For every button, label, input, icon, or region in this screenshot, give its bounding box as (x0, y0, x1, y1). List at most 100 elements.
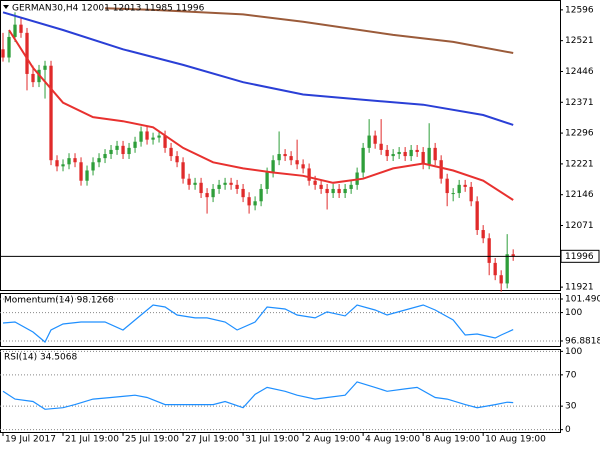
candle-body (325, 188, 329, 194)
y-tick-label: 12521 (565, 36, 594, 46)
y-tick-label: 11921 (565, 283, 594, 293)
candle-body (475, 201, 479, 231)
candle-body (487, 238, 491, 263)
candle-body (109, 149, 113, 155)
candle-body (67, 158, 71, 165)
candle-body (265, 172, 269, 189)
candle-body (175, 156, 179, 163)
candle-body (343, 188, 347, 194)
y-tick-label: 0 (565, 425, 571, 435)
candle-body (13, 24, 17, 37)
x-tick-label: 2 Aug 19:00 (305, 435, 360, 445)
candle-body (271, 160, 275, 173)
candle-body (361, 147, 365, 173)
candle-body (31, 73, 35, 83)
candle-body (505, 254, 509, 284)
candle-body (43, 65, 47, 70)
candle-body (493, 262, 497, 276)
x-tick-label: 10 Aug 19:00 (485, 435, 546, 445)
candle-body (409, 149, 413, 157)
candle-body (451, 193, 455, 195)
x-tick-label: 31 Jul 19:00 (245, 435, 299, 445)
candle-body (25, 32, 29, 74)
candle-body (331, 188, 335, 194)
candle-body (127, 147, 131, 155)
candle-body (91, 162, 95, 171)
candle-body (193, 182, 197, 185)
candle-body (79, 162, 83, 181)
y-tick-label: 12446 (565, 67, 594, 77)
candle-body (289, 156, 293, 161)
candle-body (73, 158, 77, 163)
y-tick-label: 12221 (565, 159, 594, 169)
candle-body (85, 170, 89, 181)
candle-body (415, 149, 419, 152)
y-tick-label: 70 (565, 370, 577, 380)
indicator-line (2, 304, 514, 343)
candle-body (205, 193, 209, 198)
candle-body (217, 184, 221, 189)
y-tick-label: 100 (565, 347, 582, 357)
candle-body (337, 188, 341, 194)
candle-body (469, 186, 473, 202)
price-box (560, 249, 600, 263)
y-tick-label: 12596 (565, 5, 594, 15)
momentum-title: Momentum(14) 98.1268 (4, 296, 114, 306)
candle-body (391, 154, 395, 157)
candle-body (439, 160, 443, 179)
candle-body (397, 151, 401, 155)
candle-body (421, 151, 425, 165)
candle-body (379, 143, 383, 150)
candle-body (259, 188, 263, 202)
candle-body (1, 49, 5, 58)
candle-body (499, 275, 503, 284)
candle-body (223, 182, 227, 185)
candle-body (181, 162, 185, 179)
x-tick-label: 19 Jul 2017 (5, 435, 56, 445)
candle-body (373, 135, 377, 144)
candle-body (319, 184, 323, 189)
candle-body (61, 164, 65, 167)
candle-body (403, 151, 407, 157)
indicator-line (104, 7, 514, 54)
candle-body (313, 180, 317, 185)
rsi-panel-frame (0, 349, 561, 433)
indicator-line (2, 381, 514, 410)
candle-body (463, 184, 467, 187)
candle-body (7, 36, 11, 58)
rsi-title: RSI(14) 34.5068 (4, 353, 77, 363)
candle-body (103, 154, 107, 159)
main-panel-frame (0, 0, 561, 291)
candle-body (169, 147, 173, 157)
symbol-arrow (3, 5, 9, 9)
candle-body (253, 201, 257, 206)
candle-body (49, 65, 53, 161)
candle-body (229, 182, 233, 185)
y-tick-label: 101.4905 (565, 294, 600, 304)
candle-body (151, 137, 155, 140)
x-tick-label: 4 Aug 19:00 (365, 435, 420, 445)
candle-body (139, 131, 143, 142)
y-tick-label: 12296 (565, 129, 594, 139)
candle-body (55, 160, 59, 167)
candle-body (307, 168, 311, 181)
candle-body (427, 147, 431, 165)
candle-body (157, 135, 161, 138)
candle-body (133, 141, 137, 148)
y-tick-label: 30 (565, 402, 577, 412)
candle-body (295, 160, 299, 165)
candle-body (301, 164, 305, 169)
candle-body (235, 184, 239, 189)
x-tick-label: 8 Aug 19:00 (425, 435, 480, 445)
candle-body (481, 230, 485, 239)
momentum-panel-frame (0, 293, 561, 347)
candle-body (367, 135, 371, 148)
candle-body (457, 184, 461, 194)
indicator-line (2, 11, 514, 126)
candle-body (349, 184, 353, 189)
candle-body (145, 131, 149, 140)
y-tick-label: 12371 (565, 98, 594, 108)
candle-body (187, 178, 191, 185)
